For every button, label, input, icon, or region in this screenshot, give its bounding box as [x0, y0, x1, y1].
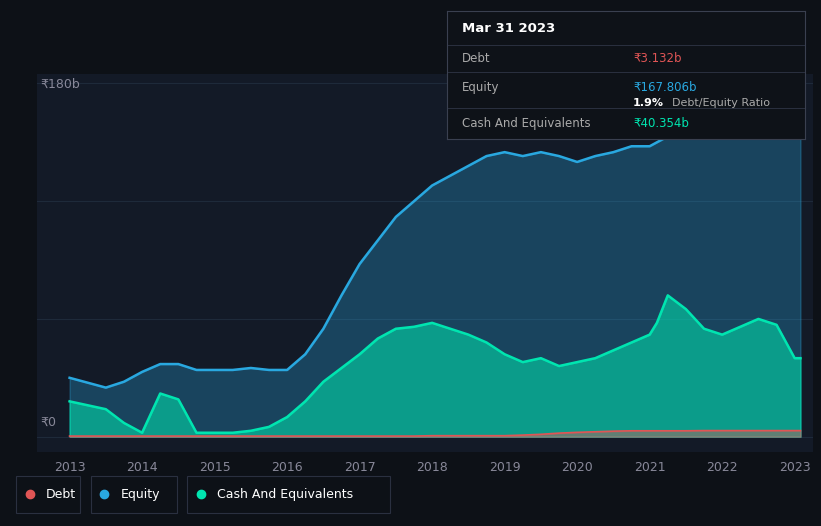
- Text: ₹167.806b: ₹167.806b: [633, 82, 697, 94]
- Text: Debt: Debt: [46, 488, 76, 501]
- Text: ₹180b: ₹180b: [40, 77, 80, 90]
- Text: ₹0: ₹0: [40, 416, 57, 429]
- Text: Cash And Equivalents: Cash And Equivalents: [217, 488, 353, 501]
- Text: Debt: Debt: [461, 53, 490, 65]
- FancyBboxPatch shape: [16, 476, 80, 513]
- Text: Debt/Equity Ratio: Debt/Equity Ratio: [672, 98, 770, 108]
- Text: Equity: Equity: [461, 82, 499, 94]
- Text: Equity: Equity: [121, 488, 160, 501]
- Text: Cash And Equivalents: Cash And Equivalents: [461, 117, 590, 130]
- Text: ₹3.132b: ₹3.132b: [633, 53, 681, 65]
- Text: Mar 31 2023: Mar 31 2023: [461, 22, 555, 35]
- Text: ₹40.354b: ₹40.354b: [633, 117, 689, 130]
- FancyBboxPatch shape: [187, 476, 390, 513]
- Text: 1.9%: 1.9%: [633, 98, 664, 108]
- FancyBboxPatch shape: [91, 476, 177, 513]
